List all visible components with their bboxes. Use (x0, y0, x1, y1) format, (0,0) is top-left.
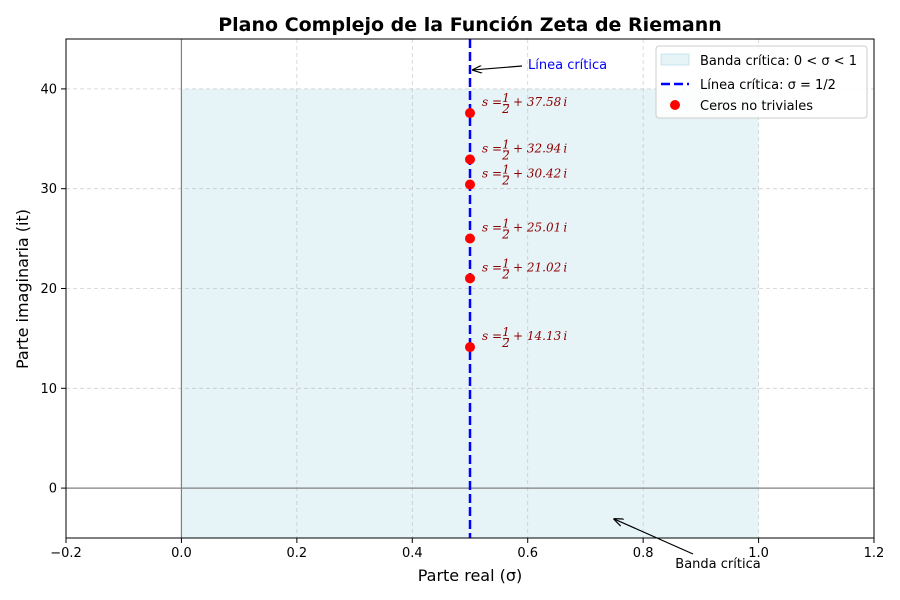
zero-point (465, 179, 475, 190)
x-tick-label: 1.2 (864, 546, 885, 561)
zero-label-s: s (482, 329, 488, 343)
critical-strip-annotation-arrow (614, 519, 694, 555)
x-tick-label: −0.2 (50, 546, 82, 561)
y-tick-label: 40 (40, 82, 57, 97)
zero-label-i: i (563, 167, 567, 181)
x-tick-label: 1.0 (748, 546, 769, 561)
legend-label-zeros: Ceros no triviales (700, 99, 813, 114)
zero-label-fraction-den: 2 (501, 267, 510, 281)
legend: Banda crítica: 0 < σ < 1 Línea crítica: σ… (655, 45, 868, 119)
critical-strip-annotation: Banda crítica (675, 557, 760, 572)
chart-title: Plano Complejo de la Función Zeta de Rie… (218, 14, 722, 36)
zero-label: s = 12 + 37.58 i (482, 91, 567, 116)
zero-label: s = 12 + 21.02 i (482, 256, 567, 281)
zero-label-fraction-num: 1 (502, 325, 510, 339)
zero-label-s: s (482, 221, 488, 235)
x-axis-label: Parte real (σ) (418, 566, 523, 585)
zero-label-fraction-den: 2 (501, 336, 510, 350)
zero-label: s = 12 + 30.42 i (482, 163, 567, 188)
zero-label-imag: + 37.58 (513, 95, 562, 109)
zero-label-equals: = (492, 221, 502, 235)
zero-label-i: i (563, 141, 567, 155)
critical-line-annotation: Línea crítica (528, 58, 607, 73)
zero-label-imag: + 32.94 (513, 141, 561, 155)
x-tick-label: 0.2 (287, 546, 308, 561)
zero-label: s = 12 + 32.94 i (482, 137, 567, 162)
zero-label-s: s (482, 260, 488, 274)
zero-label-s: s (482, 141, 488, 155)
zero-point (465, 108, 475, 119)
zero-point (465, 342, 475, 353)
zero-label-s: s (482, 167, 488, 181)
y-axis-label: Parte imaginaria (it) (13, 209, 32, 369)
zero-label-fraction-den: 2 (501, 174, 510, 188)
zero-label-fraction-num: 1 (502, 217, 510, 231)
zero-label-equals: = (492, 95, 502, 109)
zero-label-imag: + 14.13 (513, 329, 562, 343)
zero-label-fraction-num: 1 (502, 137, 510, 151)
critical-line-annotation-arrow (473, 66, 523, 70)
legend-swatch-zeros (670, 100, 680, 110)
zero-label-fraction-den: 2 (501, 228, 510, 242)
zero-label-equals: = (492, 329, 502, 343)
legend-label-line: Línea crítica: σ = 1/2 (700, 78, 836, 93)
zero-label-imag: + 30.42 (513, 167, 561, 181)
zero-label-fraction-num: 1 (502, 91, 510, 105)
zero-label-equals: = (492, 260, 502, 274)
y-tick-label: 30 (40, 182, 57, 197)
x-tick-label: 0.0 (171, 546, 192, 561)
zero-point (465, 233, 475, 244)
zero-label-i: i (563, 221, 567, 235)
zero-label-fraction-num: 1 (502, 256, 510, 270)
zero-label-equals: = (492, 167, 502, 181)
y-tick-label: 20 (40, 282, 57, 297)
legend-box (655, 45, 868, 119)
zero-label: s = 12 + 25.01 i (482, 217, 567, 242)
x-tick-label: 0.6 (517, 546, 538, 561)
x-tick-label: 0.8 (633, 546, 654, 561)
zero-point (465, 273, 475, 284)
zero-point (465, 154, 475, 165)
plot-area: s = 12 + 14.13 is = 12 + 21.02 is = 12 + 25.01 is = 12… (40, 38, 885, 572)
y-tick-label: 0 (49, 482, 57, 497)
zero-label-equals: = (492, 141, 502, 155)
y-tick-label: 10 (40, 382, 57, 397)
zero-label-i: i (563, 260, 567, 274)
zero-label-s: s (482, 95, 488, 109)
zero-label-fraction-den: 2 (501, 102, 510, 116)
zero-label-imag: + 25.01 (513, 221, 561, 235)
zero-label-i: i (563, 329, 567, 343)
zero-label: s = 12 + 14.13 i (482, 325, 567, 350)
legend-label-strip: Banda crítica: 0 < σ < 1 (700, 54, 857, 69)
zero-label-imag: + 21.02 (513, 260, 561, 274)
legend-swatch-strip (660, 53, 690, 66)
x-tick-label: 0.4 (402, 546, 423, 561)
zero-label-i: i (563, 95, 567, 109)
zero-label-fraction-num: 1 (502, 163, 510, 177)
zero-label-fraction-den: 2 (501, 148, 510, 162)
